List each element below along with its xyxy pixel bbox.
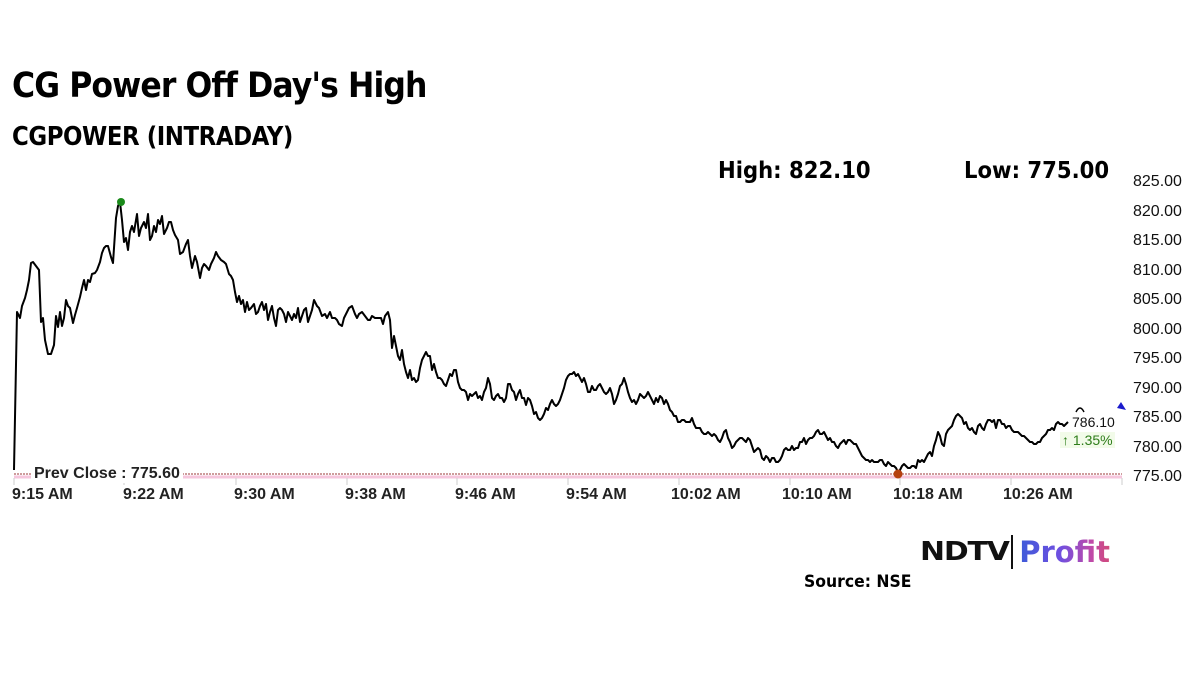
y-tick: 820.00 (1133, 203, 1182, 220)
y-tick: 810.00 (1133, 262, 1182, 279)
chart-subtitle: CGPOWER (INTRADAY) (12, 122, 293, 152)
y-tick: 825.00 (1133, 173, 1182, 190)
source-label: Source: NSE (804, 572, 912, 592)
x-tick: 9:54 AM (566, 486, 627, 503)
prev-close-label: Prev Close : 775.60 (31, 465, 183, 483)
y-tick: 800.00 (1133, 321, 1182, 338)
x-tick: 9:38 AM (345, 486, 406, 503)
y-tick: 785.00 (1133, 409, 1182, 426)
day-high-label: High: 822.10 (718, 158, 871, 184)
y-tick: 805.00 (1133, 291, 1182, 308)
y-tick: 780.00 (1133, 439, 1182, 456)
logo-divider (1011, 535, 1014, 569)
day-low-label: Low: 775.00 (964, 158, 1110, 184)
logo-profit-text: Profit (1019, 535, 1111, 569)
x-tick: 10:18 AM (893, 486, 963, 503)
y-tick: 775.00 (1133, 468, 1182, 485)
x-tick: 10:10 AM (782, 486, 852, 503)
x-tick: 10:26 AM (1003, 486, 1073, 503)
price-hook (1075, 407, 1085, 413)
y-tick: 795.00 (1133, 350, 1182, 367)
last-price-label: 786.10 (1072, 414, 1115, 430)
change-percent-label: ↑ 1.35% (1060, 432, 1115, 448)
chart-title: CG Power Off Day's High (12, 66, 427, 106)
low-marker (893, 469, 903, 479)
x-tick: 9:30 AM (234, 486, 295, 503)
y-tick: 790.00 (1133, 380, 1182, 397)
price-line (13, 201, 1069, 473)
x-tick-marks (13, 478, 1123, 485)
last-price-marker (1117, 402, 1126, 410)
logo-ndtv-text: NDTV (920, 537, 1010, 567)
y-tick: 815.00 (1133, 232, 1182, 249)
x-tick: 9:46 AM (455, 486, 516, 503)
high-marker (117, 198, 125, 206)
x-tick: 10:02 AM (671, 486, 741, 503)
x-tick: 9:15 AM (12, 486, 73, 503)
x-tick: 9:22 AM (123, 486, 184, 503)
ndtv-profit-logo: NDTV Profit (920, 535, 1110, 569)
